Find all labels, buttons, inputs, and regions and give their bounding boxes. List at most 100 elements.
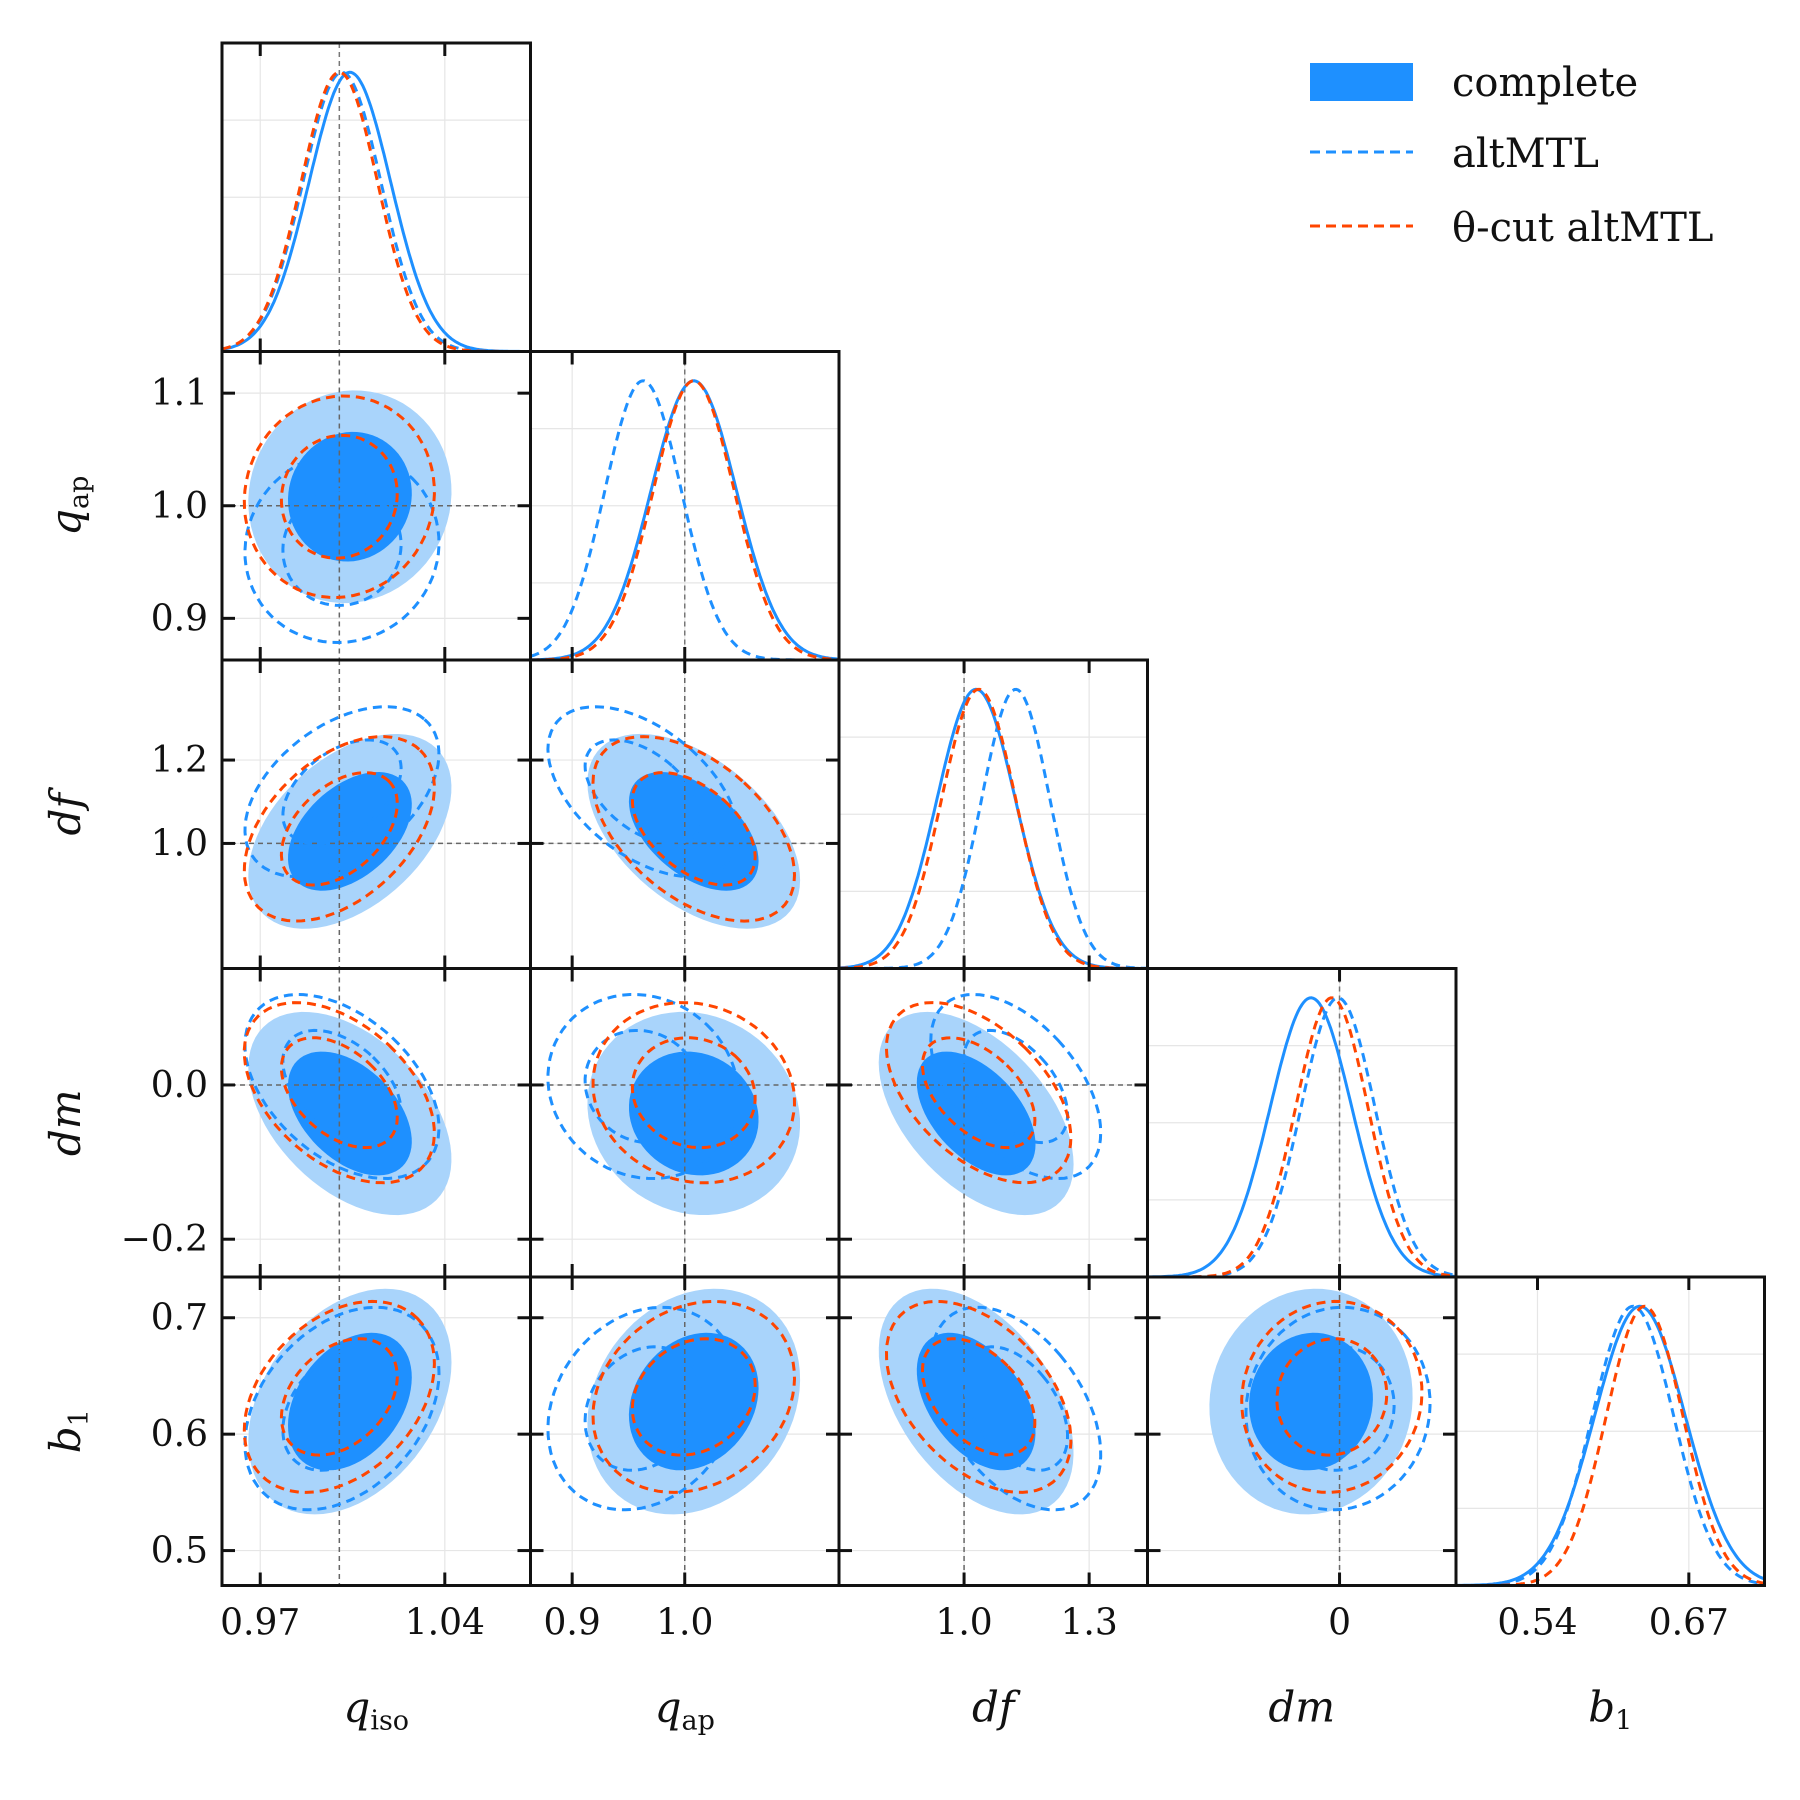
contour-68-complete [1249, 1332, 1373, 1471]
marginal-qap-complete [530, 379, 839, 660]
panel-df-qiso [220, 658, 532, 970]
contour-68-altmtl [962, 1345, 1069, 1472]
panels [220, 41, 1766, 1587]
marginal-dm-altmtl [1147, 996, 1456, 1277]
contour-95-theta-cut-altmtl [1240, 1299, 1424, 1494]
x-tick-label-qiso: 1.04 [405, 1603, 485, 1644]
y-tick-label-dm: −0.2 [121, 1219, 208, 1260]
x-axis-labels: 0.97 1.04 qiso 0.9 1.0 qap 1.0 1.3 df 0 dm 0.54 0.67… [220, 1603, 1729, 1737]
contour-95-altmtl [546, 992, 740, 1181]
legend-label-altmtl: altMTL [1452, 131, 1599, 177]
x-tick-label-b1: 0.67 [1649, 1603, 1729, 1644]
panel-b1-qap [529, 1275, 841, 1587]
x-tick-label-b1: 0.54 [1497, 1603, 1577, 1644]
panel-df-df [837, 658, 1149, 970]
y-tick-label-qap: 1.0 [151, 486, 208, 527]
panel-df-qap [529, 658, 841, 970]
contour-68-altmtl [583, 1029, 703, 1144]
x-tick-label-qiso: 0.97 [220, 1603, 300, 1644]
contour-68-altmtl [583, 738, 703, 846]
panel-dm-qiso [220, 967, 532, 1279]
legend-label-theta-cut-altmtl: θ-cut altMTL [1452, 205, 1713, 251]
contour-68-theta-cut-altmtl [630, 771, 757, 887]
y-tick-label-b1: 0.6 [151, 1414, 208, 1455]
contour-95-theta-cut-altmtl [884, 1001, 1073, 1185]
x-axis-label-qiso: qiso [343, 1683, 409, 1737]
marginal-df-altmtl [839, 687, 1148, 969]
marginal-df-complete [839, 687, 1148, 969]
contour-68-complete [288, 772, 412, 891]
contour-68-complete [628, 772, 759, 891]
contour-95-theta-cut-altmtl [242, 394, 436, 600]
contour-68-theta-cut-altmtl [279, 771, 399, 887]
contour-95-theta-cut-altmtl [591, 1001, 797, 1185]
marginal-qiso-complete [222, 70, 531, 352]
y-tick-label-qap: 1.1 [151, 373, 208, 414]
panel-dm-dm [1146, 967, 1458, 1279]
contour-68-altmtl [1280, 1345, 1396, 1472]
panel-b1-dm [1146, 1275, 1458, 1587]
contour-95-theta-cut-altmtl [884, 1299, 1073, 1494]
contour-68-theta-cut-altmtl [630, 1337, 757, 1457]
marginal-qiso-altmtl [222, 70, 531, 352]
x-axis-label-b1: b1 [1588, 1683, 1632, 1737]
contour-95-altmtl [243, 450, 441, 645]
panel-b1-qiso [220, 1275, 532, 1587]
contour-68-complete [288, 431, 412, 562]
contour-95-altmtl [243, 992, 441, 1181]
y-axis-label-df: df [41, 787, 90, 836]
marginal-df-theta-cut-altmtl [839, 687, 1148, 969]
y-tick-label-b1: 0.5 [151, 1531, 208, 1572]
y-tick-label-df: 1.2 [151, 740, 208, 781]
y-tick-label-dm: 0.0 [151, 1065, 208, 1106]
y-axis-labels: 0.9 1.0 1.1 qap 1.0 1.2 df −0.2 0.0 dm 0.5 0.6 0.7 b1 [41, 373, 208, 1571]
contour-68-complete [629, 1051, 759, 1176]
marginal-b1-complete [1456, 1304, 1765, 1586]
contour-95-theta-cut-altmtl [591, 1299, 797, 1494]
panel-b1-df [837, 1275, 1149, 1587]
contour-95-altmtl [243, 705, 441, 879]
legend-swatch-complete [1310, 63, 1413, 101]
contour-95-altmtl [546, 705, 740, 879]
contour-68-theta-cut-altmtl [279, 1337, 399, 1457]
contour-95-altmtl [929, 992, 1103, 1181]
y-tick-label-df: 1.0 [151, 823, 208, 864]
x-tick-label-df: 1.0 [935, 1603, 992, 1644]
contour-68-theta-cut-altmtl [630, 1036, 757, 1150]
contour-95-altmtl [929, 1305, 1103, 1512]
panel-qiso-qiso [220, 41, 532, 353]
contour-95-theta-cut-altmtl [242, 735, 436, 923]
contour-68-complete [288, 1332, 412, 1471]
y-axis-label-b1: b1 [41, 1409, 95, 1453]
contour-68-altmtl [281, 1345, 403, 1472]
panel-qap-qap [529, 350, 841, 662]
contour-68-theta-cut-altmtl [279, 433, 399, 560]
contour-95-theta-cut-altmtl [242, 1001, 436, 1185]
y-axis-label-dm: dm [41, 1089, 90, 1156]
contour-95-altmtl [1244, 1305, 1432, 1512]
contour-95-altmtl [243, 1305, 441, 1512]
contour-68-complete [916, 1051, 1036, 1176]
x-axis-label-df: df [972, 1683, 1021, 1732]
x-tick-label-dm: 0 [1328, 1603, 1351, 1644]
y-tick-label-b1: 0.7 [151, 1298, 208, 1339]
contour-68-complete [916, 1332, 1036, 1471]
x-axis-label-dm: dm [1268, 1683, 1335, 1732]
contour-68-theta-cut-altmtl [920, 1036, 1037, 1150]
y-axis-label-qap: qap [41, 476, 95, 536]
contour-68-altmtl [281, 1028, 403, 1145]
marginal-qiso-theta-cut-altmtl [222, 70, 531, 352]
contour-95-theta-cut-altmtl [242, 1299, 436, 1494]
contour-95-altmtl [546, 1305, 740, 1512]
x-tick-label-qap: 1.0 [656, 1603, 713, 1644]
contour-68-altmtl [583, 1345, 703, 1472]
marginal-qap-theta-cut-altmtl [530, 379, 839, 660]
contour-68-theta-cut-altmtl [279, 1036, 399, 1150]
legend-label-complete: complete [1452, 60, 1638, 106]
panel-b1-b1 [1454, 1275, 1766, 1587]
panel-dm-qap [529, 967, 841, 1279]
x-tick-label-qap: 0.9 [544, 1603, 601, 1644]
panel-qap-qiso [220, 350, 532, 662]
contour-95-theta-cut-altmtl [591, 735, 797, 923]
